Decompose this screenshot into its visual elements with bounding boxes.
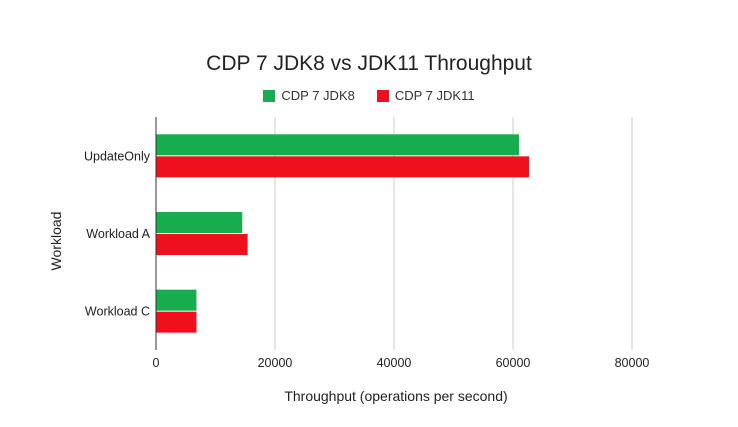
x-axis-title: Throughput (operations per second) xyxy=(284,388,507,404)
x-tick-label: 20000 xyxy=(258,356,293,370)
x-tick-label: 80000 xyxy=(615,356,650,370)
x-tick-label: 0 xyxy=(153,356,160,370)
bar-jdk11 xyxy=(156,234,248,255)
legend-item-jdk11: CDP 7 JDK11 xyxy=(376,88,475,103)
bar-jdk8 xyxy=(156,134,519,156)
axes: 0 20000 40000 60000 80000 UpdateOnly Workload … xyxy=(84,117,649,370)
gridlines xyxy=(274,117,633,350)
y-axis-title: Workload xyxy=(48,212,64,271)
bar-jdk11 xyxy=(156,311,197,333)
bar-jdk11 xyxy=(156,156,530,178)
bars xyxy=(156,134,530,333)
y-tick-label: UpdateOnly xyxy=(84,149,151,163)
chart-title: CDP 7 JDK8 vs JDK11 Throughput xyxy=(206,52,532,75)
bar-jdk8 xyxy=(156,289,197,311)
legend-swatch-jdk11 xyxy=(376,89,389,102)
x-tick-label: 40000 xyxy=(377,356,412,370)
legend-swatch-jdk8 xyxy=(263,89,276,102)
legend-label-jdk8: CDP 7 JDK8 xyxy=(281,88,355,103)
legend-item-jdk8: CDP 7 JDK8 xyxy=(263,88,355,103)
y-tick-label: Workload C xyxy=(85,305,150,319)
legend: CDP 7 JDK8 CDP 7 JDK11 xyxy=(0,88,738,103)
legend-label-jdk11: CDP 7 JDK11 xyxy=(394,88,475,103)
bar-jdk8 xyxy=(156,212,243,233)
x-tick-label: 60000 xyxy=(496,356,531,370)
y-tick-label: Workload A xyxy=(86,227,150,241)
